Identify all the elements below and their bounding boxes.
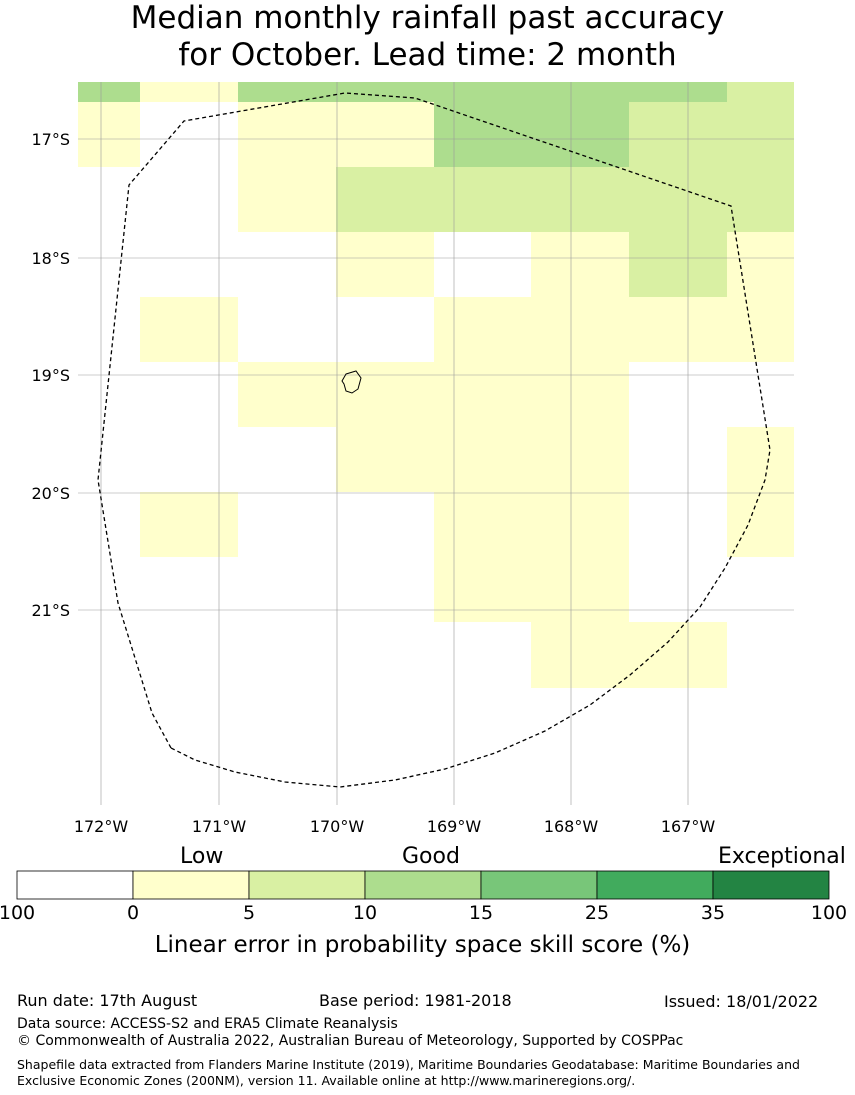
grid-cell: [434, 557, 531, 622]
grid-cell: [531, 102, 629, 167]
grid-cell: [238, 362, 336, 427]
grid-cell: [629, 102, 727, 167]
latitude-label: 21°S: [31, 601, 70, 620]
grid-cell: [434, 82, 531, 102]
title-line-1: Median monthly rainfall past accuracy: [130, 0, 725, 36]
grid-cell: [531, 82, 629, 102]
skill-grid: [78, 82, 794, 688]
colorbar-segment: [712, 870, 830, 900]
grid-cell: [727, 427, 794, 492]
grid-cell: [78, 82, 140, 102]
colorbar-tick: 10: [352, 902, 378, 924]
grid-cell: [727, 102, 794, 167]
grid-cell: [336, 82, 434, 102]
grid-cell: [434, 362, 531, 427]
grid-cell: [531, 232, 629, 297]
grid-cell: [629, 232, 727, 297]
colorbar-segment: [16, 870, 134, 900]
colorbar-tick: 35: [700, 902, 726, 924]
longitude-labels: 172°W 171°W 170°W 169°W 168°W 167°W: [74, 817, 716, 836]
latitude-label: 17°S: [31, 130, 70, 149]
title-line-2: for October. Lead time: 2 month: [178, 37, 677, 73]
grid-cell: [629, 82, 727, 102]
colorbar-tick: 100: [0, 902, 36, 924]
legend-exceptional: Exceptional: [718, 844, 846, 869]
longitude-label: 171°W: [192, 817, 247, 836]
grid-cell: [336, 362, 434, 427]
grid-cell: [727, 167, 794, 232]
issued-date: Issued: 18/01/2022: [664, 992, 819, 1011]
eez-boundary: [97, 92, 771, 788]
longitude-label: 167°W: [661, 817, 716, 836]
colorbar: [16, 870, 830, 900]
shapefile-credit: Shapefile data extracted from Flanders M…: [17, 1057, 800, 1088]
grid-cell: [629, 622, 727, 688]
grid-cell: [531, 492, 629, 557]
colorbar-tick: 0: [126, 902, 140, 924]
colorbar-tick: 15: [468, 902, 494, 924]
run-date: Run date: 17th August: [17, 991, 198, 1010]
grid-cell: [727, 297, 794, 362]
colorbar-tick: 5: [242, 902, 256, 924]
grid-cell: [531, 362, 629, 427]
grid-cell: [531, 557, 629, 622]
grid-cell: [140, 492, 238, 557]
longitude-label: 168°W: [544, 817, 599, 836]
longitude-label: 169°W: [427, 817, 482, 836]
grid-cell: [78, 102, 140, 167]
grid-cell: [531, 297, 629, 362]
grid-cell: [434, 102, 531, 167]
grid-cell: [434, 492, 531, 557]
latitude-label: 20°S: [31, 484, 70, 503]
colorbar-title: Linear error in probability space skill …: [154, 932, 691, 958]
island-outline: [341, 370, 362, 394]
grid-cell: [531, 167, 629, 232]
grid-cell: [531, 427, 629, 492]
grid-cell: [336, 102, 434, 167]
grid-cell: [727, 82, 794, 102]
latitude-label: 19°S: [31, 366, 70, 385]
grid-cell: [238, 82, 336, 102]
legend-low: Low: [180, 844, 224, 869]
map-title: Median monthly rainfall past accuracy fo…: [0, 0, 855, 74]
latitude-labels: 17°S 18°S 19°S 20°S 21°S: [31, 130, 70, 620]
grid-cell: [238, 167, 336, 232]
grid-cell: [336, 427, 434, 492]
colorbar-segment: [596, 870, 714, 900]
grid-cell: [140, 297, 238, 362]
data-source: Data source: ACCESS-S2 and ERA5 Climate …: [17, 1016, 398, 1032]
grid-cell: [336, 167, 434, 232]
grid-cell: [238, 102, 336, 167]
grid-cell: [727, 232, 794, 297]
longitude-label: 172°W: [74, 817, 129, 836]
grid-cell: [434, 427, 531, 492]
base-period: Base period: 1981-2018: [319, 991, 512, 1010]
colorbar-segment: [364, 870, 482, 900]
grid-cell: [727, 492, 794, 557]
grid-cell: [434, 297, 531, 362]
colorbar-segment: [132, 870, 250, 900]
legend-good: Good: [402, 844, 460, 869]
colorbar-tick: 100: [810, 902, 848, 924]
latitude-label: 18°S: [31, 249, 70, 268]
grid-cell: [336, 232, 434, 297]
colorbar-segment: [248, 870, 366, 900]
grid-cell: [629, 297, 727, 362]
longitude-label: 170°W: [310, 817, 365, 836]
colorbar-tick: 25: [584, 902, 610, 924]
grid-cell: [140, 82, 238, 102]
grid-cell: [434, 167, 531, 232]
colorbar-segment: [480, 870, 598, 900]
grid-cell: [531, 622, 629, 688]
copyright: © Commonwealth of Australia 2022, Austra…: [17, 1033, 684, 1049]
graticule: [78, 82, 794, 805]
